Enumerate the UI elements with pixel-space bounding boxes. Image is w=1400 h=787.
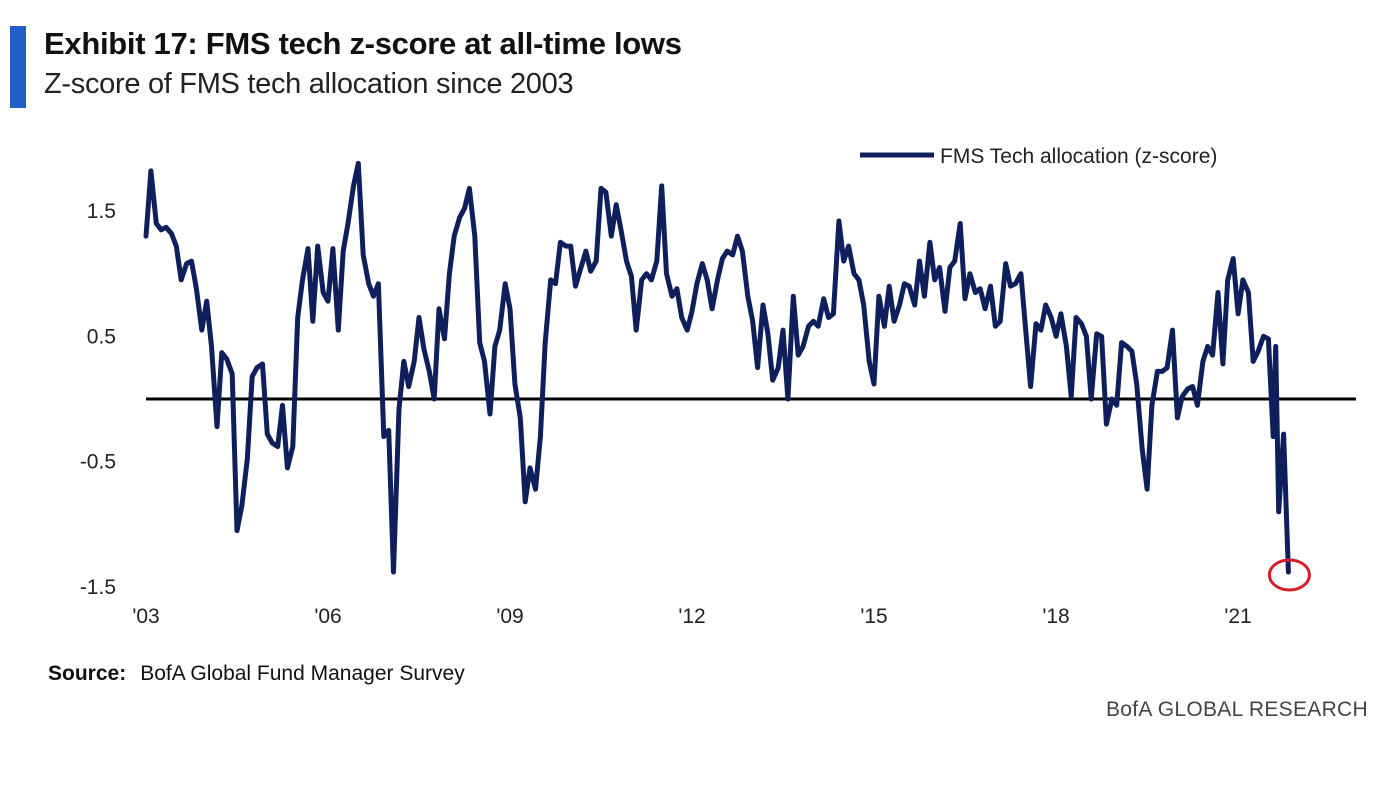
source-note: Source: BofA Global Fund Manager Survey [48, 662, 465, 686]
x-tick-label: '18 [1042, 605, 1069, 628]
y-tick-label: 1.5 [87, 200, 116, 223]
source-label: Source: [48, 662, 127, 685]
x-axis-ticks: '03 '06 '09 '12 '15 '18 '21 [132, 605, 1251, 628]
x-tick-label: '09 [496, 605, 523, 628]
x-tick-label: '15 [860, 605, 887, 628]
page-subtitle: Z-score of FMS tech allocation since 200… [44, 68, 574, 100]
series-line [143, 160, 1291, 575]
y-tick-label: -1.5 [80, 576, 116, 599]
y-tick-label: 0.5 [87, 325, 116, 348]
x-tick-label: '21 [1224, 605, 1251, 628]
x-tick-label: '06 [314, 605, 341, 628]
brand-footer: BofA GLOBAL RESEARCH [1106, 698, 1368, 721]
accent-bar [10, 26, 26, 108]
latest-value-highlight-circle [1267, 558, 1311, 592]
legend: FMS Tech allocation (z-score) [860, 145, 1217, 168]
legend-label: FMS Tech allocation (z-score) [940, 145, 1217, 168]
x-tick-label: '12 [678, 605, 705, 628]
y-axis-ticks: 1.5 0.5 -0.5 -1.5 [80, 200, 116, 599]
source-text: BofA Global Fund Manager Survey [140, 662, 465, 685]
page-title: Exhibit 17: FMS tech z-score at all-time… [44, 26, 682, 61]
x-tick-label: '03 [132, 605, 159, 628]
y-tick-label: -0.5 [80, 451, 116, 474]
